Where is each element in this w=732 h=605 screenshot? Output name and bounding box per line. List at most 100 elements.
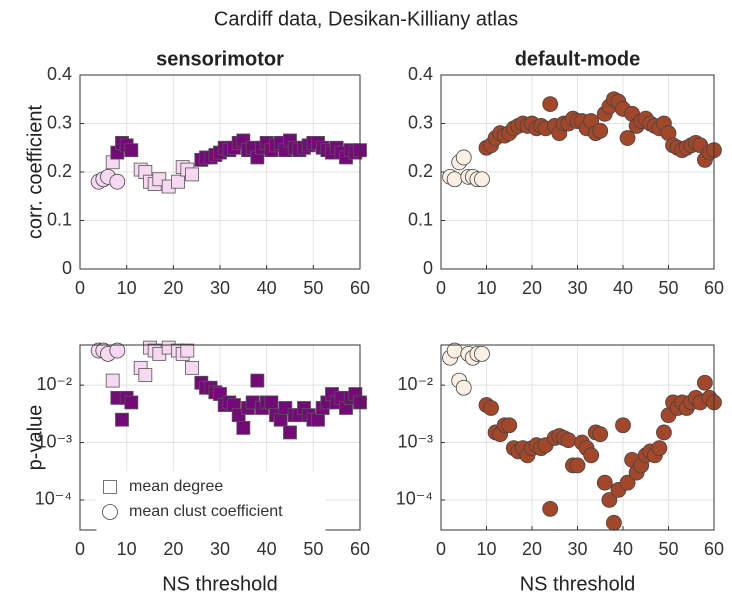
circle-marker [569,457,586,474]
legend-box [96,471,326,531]
square-marker [115,412,129,427]
circle-marker [606,514,622,531]
y-tick-label: 10⁻³ [36,431,72,451]
x-tick-label: 40 [613,278,633,298]
circle-marker [455,379,472,396]
y-tick-label: 10⁻⁴ [35,489,72,509]
circle-marker [560,432,577,449]
x-tick-label: 30 [567,278,587,298]
circle-marker [501,417,518,434]
y-tick-label: 0.2 [408,161,433,181]
square-marker [124,143,139,158]
square-marker [105,373,120,388]
legend-marker [102,504,118,520]
x-axis-label: NS threshold [520,573,636,595]
x-tick-label: 50 [658,539,678,559]
y-tick-label: 10⁻⁴ [396,489,433,509]
x-tick-label: 20 [522,539,542,559]
x-tick-label: 40 [613,539,633,559]
x-tick-label: 60 [350,278,370,298]
y-tick-label: 10⁻² [397,374,433,394]
x-tick-label: 0 [436,539,446,559]
x-tick-label: 0 [75,278,85,298]
square-marker [124,395,139,410]
circle-marker [109,342,126,359]
x-tick-label: 10 [117,278,137,298]
circle-marker [656,424,672,441]
y-tick-label: 0 [423,258,433,278]
x-tick-label: 30 [210,278,230,298]
axes-frame [440,344,715,531]
x-tick-label: 10 [476,539,496,559]
legend-label: mean degree [129,478,223,495]
circle-marker [592,122,609,139]
x-tick-label: 50 [303,278,323,298]
x-axis-label: NS threshold [162,573,278,595]
circle-marker [583,447,600,464]
square-marker [171,174,185,189]
square-marker [185,167,199,182]
y-tick-label: 0.3 [408,112,433,132]
circle-marker [601,492,618,508]
y-tick-label: 0.2 [47,161,72,181]
subplot-title: default-mode [515,48,641,70]
y-tick-label: 0 [62,258,72,278]
circle-marker [483,400,499,416]
circle-marker [455,149,472,166]
x-tick-label: 0 [436,278,446,298]
y-tick-label: 0.3 [47,112,72,132]
x-tick-label: 50 [658,278,678,298]
y-tick-label: 0.1 [408,209,433,229]
axes-frame [79,74,361,270]
circle-marker [592,426,609,443]
y-axis-label: corr. coefficient [24,104,46,239]
legend-label: mean clust coefficient [129,503,283,520]
x-tick-label: 10 [476,278,496,298]
square-marker [311,412,325,427]
x-tick-label: 20 [522,278,542,298]
x-tick-label: 20 [163,539,183,559]
square-marker [283,425,297,440]
legend-marker [103,480,117,494]
square-marker [273,412,288,427]
circle-marker [651,440,668,457]
axes-frame [440,74,715,270]
circle-marker [596,474,613,491]
x-tick-label: 20 [163,278,183,298]
square-marker [236,420,251,435]
subplot-title: sensorimotor [156,48,284,70]
x-tick-label: 0 [75,539,85,559]
circle-marker [619,130,636,146]
circle-marker [615,417,631,434]
y-tick-label: 10⁻² [36,374,72,394]
figure-title: Cardiff data, Desikan-Killiany atlas [214,8,518,30]
x-tick-label: 40 [257,539,277,559]
y-tick-label: 0.4 [408,64,433,84]
circle-marker [109,173,126,190]
y-axis-label: p-value [24,405,46,471]
circle-marker [542,96,559,112]
circle-marker [542,500,559,517]
y-tick-label: 10⁻³ [397,431,433,451]
square-marker [250,373,265,388]
square-marker [180,343,195,358]
circle-marker [474,171,490,188]
circle-marker [619,474,636,491]
x-tick-label: 40 [257,278,277,298]
x-tick-label: 60 [350,539,370,559]
circle-marker [446,171,463,188]
x-tick-label: 50 [303,539,323,559]
square-marker [138,368,153,382]
x-tick-label: 10 [117,539,137,559]
square-marker [264,395,279,410]
circle-marker [474,345,490,362]
y-tick-label: 0.1 [47,209,72,229]
y-tick-label: 0.4 [47,64,72,84]
x-tick-label: 60 [704,539,724,559]
square-marker [185,360,199,375]
x-tick-label: 60 [704,278,724,298]
x-tick-label: 30 [210,539,230,559]
circle-marker [697,374,713,391]
x-tick-label: 30 [567,539,587,559]
